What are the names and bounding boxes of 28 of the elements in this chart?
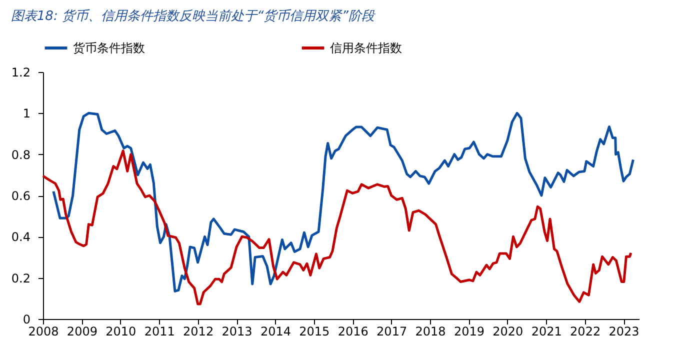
x-tick-label: 2015 (299, 324, 330, 338)
y-tick-label: 0.8 (11, 148, 30, 162)
x-tick-label: 2014 (260, 324, 291, 338)
x-tick-label: 2008 (28, 324, 59, 338)
line-series (52, 112, 634, 292)
legend-label: 货币条件指数 (73, 41, 145, 55)
x-tick-label: 2020 (492, 324, 524, 338)
chart-title: 图表18: 货币、信用条件指数反映当前处于“货币信用双紧”阶段 (10, 9, 376, 24)
x-tick-label: 2010 (106, 324, 136, 338)
legend-label: 信用条件指数 (330, 41, 402, 55)
x-tick-label: 2011 (144, 324, 175, 338)
y-tick-label: 0 (22, 312, 30, 326)
x-tick-label: 2012 (183, 324, 214, 338)
line-series (42, 150, 632, 306)
x-tick-label: 2009 (66, 324, 98, 338)
x-tick-label: 2018 (415, 324, 446, 338)
x-tick-label: 2013 (222, 324, 252, 338)
y-tick-label: 0.4 (11, 230, 30, 244)
x-tick-label: 2023 (608, 324, 640, 338)
x-tick-label: 2022 (570, 324, 601, 338)
y-tick-label: 1 (22, 106, 30, 121)
y-tick-label: 1.2 (11, 66, 30, 80)
x-tick-label: 2021 (531, 324, 562, 338)
y-tick-label: 0.6 (11, 189, 30, 203)
x-tick-label: 2019 (454, 324, 484, 338)
x-tick-label: 2016 (338, 324, 368, 338)
y-tick-label: 0.2 (11, 271, 30, 286)
x-tick-label: 2017 (376, 324, 408, 338)
